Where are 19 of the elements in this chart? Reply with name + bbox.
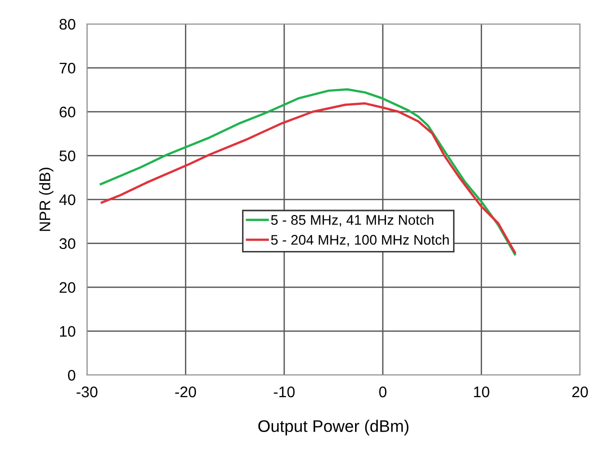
x-tick-label: 10	[474, 386, 490, 398]
y-tick-label: 60	[60, 106, 76, 118]
y-tick-label: 40	[59, 194, 76, 206]
legend-label: 5 - 85 MHz, 41 MHz Notch	[271, 214, 434, 227]
y-tick-label: 20	[60, 282, 76, 293]
y-tick-label: 70	[60, 62, 76, 74]
x-tick-label: -10	[274, 386, 295, 398]
y-tick-label: 10	[60, 326, 76, 337]
x-tick-label: 20	[572, 386, 588, 398]
x-tick-label: 0	[379, 386, 386, 398]
x-tick-label: -30	[76, 386, 98, 398]
x-tick-label: -20	[175, 386, 196, 398]
y-axis-title: NPR (dB)	[39, 168, 54, 231]
legend-label: 5 - 204 MHz, 100 MHz Notch	[271, 234, 449, 246]
y-tick-label: 30	[59, 238, 76, 250]
x-axis-title: Output Power (dBm)	[258, 420, 408, 436]
y-tick-label: 50	[60, 150, 76, 162]
y-tick-label: 0	[68, 370, 76, 381]
y-tick-label: 80	[60, 18, 76, 30]
